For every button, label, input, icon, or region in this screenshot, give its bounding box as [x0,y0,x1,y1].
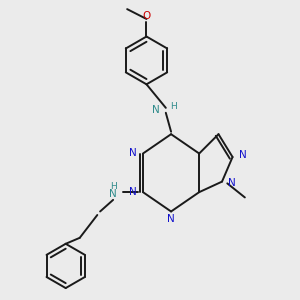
Text: N: N [129,148,137,158]
Text: N: N [129,187,137,197]
Text: N: N [152,105,160,115]
Text: H: H [170,102,177,111]
Text: N: N [228,178,236,188]
Text: N: N [109,189,117,199]
Text: N: N [167,214,175,224]
Text: H: H [110,182,116,191]
Text: N: N [239,150,247,160]
Text: O: O [142,11,151,21]
